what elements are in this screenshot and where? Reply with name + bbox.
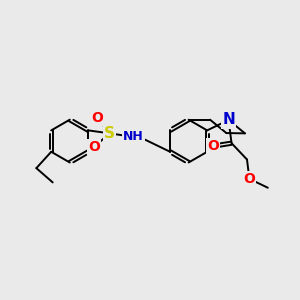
Text: O: O [88,140,100,154]
Text: NH: NH [123,130,144,143]
Text: O: O [243,172,255,186]
Text: O: O [207,139,219,153]
Text: S: S [104,126,115,141]
Text: N: N [222,112,235,128]
Text: O: O [91,111,103,125]
